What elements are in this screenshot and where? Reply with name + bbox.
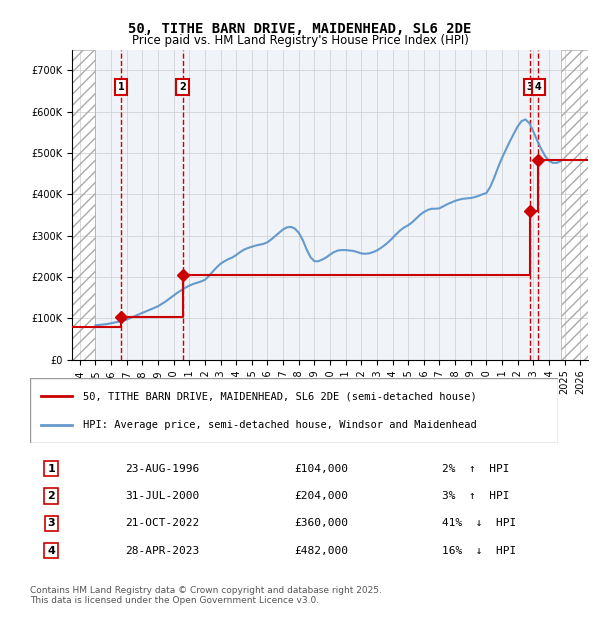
FancyBboxPatch shape xyxy=(30,378,558,443)
Text: 50, TITHE BARN DRIVE, MAIDENHEAD, SL6 2DE: 50, TITHE BARN DRIVE, MAIDENHEAD, SL6 2D… xyxy=(128,22,472,36)
Text: 28-APR-2023: 28-APR-2023 xyxy=(125,546,199,556)
Text: £360,000: £360,000 xyxy=(294,518,348,528)
Bar xyxy=(72,50,95,360)
Bar xyxy=(560,50,588,360)
Text: 4: 4 xyxy=(535,82,542,92)
Bar xyxy=(72,50,95,360)
Text: Contains HM Land Registry data © Crown copyright and database right 2025.
This d: Contains HM Land Registry data © Crown c… xyxy=(30,586,382,605)
Text: 2: 2 xyxy=(179,82,186,92)
Text: 50, TITHE BARN DRIVE, MAIDENHEAD, SL6 2DE (semi-detached house): 50, TITHE BARN DRIVE, MAIDENHEAD, SL6 2D… xyxy=(83,391,476,401)
Text: 23-AUG-1996: 23-AUG-1996 xyxy=(125,464,199,474)
Text: HPI: Average price, semi-detached house, Windsor and Maidenhead: HPI: Average price, semi-detached house,… xyxy=(83,420,476,430)
Text: £104,000: £104,000 xyxy=(294,464,348,474)
Text: £482,000: £482,000 xyxy=(294,546,348,556)
Text: £204,000: £204,000 xyxy=(294,491,348,501)
Text: 21-OCT-2022: 21-OCT-2022 xyxy=(125,518,199,528)
Text: 2%  ↑  HPI: 2% ↑ HPI xyxy=(442,464,509,474)
Text: 3%  ↑  HPI: 3% ↑ HPI xyxy=(442,491,509,501)
Text: 31-JUL-2000: 31-JUL-2000 xyxy=(125,491,199,501)
Text: Price paid vs. HM Land Registry's House Price Index (HPI): Price paid vs. HM Land Registry's House … xyxy=(131,34,469,47)
Text: 3: 3 xyxy=(527,82,533,92)
Text: 1: 1 xyxy=(47,464,55,474)
Text: 3: 3 xyxy=(47,518,55,528)
Text: 16%  ↓  HPI: 16% ↓ HPI xyxy=(442,546,516,556)
Text: 4: 4 xyxy=(47,546,55,556)
Text: 41%  ↓  HPI: 41% ↓ HPI xyxy=(442,518,516,528)
Text: 2: 2 xyxy=(47,491,55,501)
Text: 1: 1 xyxy=(118,82,124,92)
Bar xyxy=(560,50,588,360)
